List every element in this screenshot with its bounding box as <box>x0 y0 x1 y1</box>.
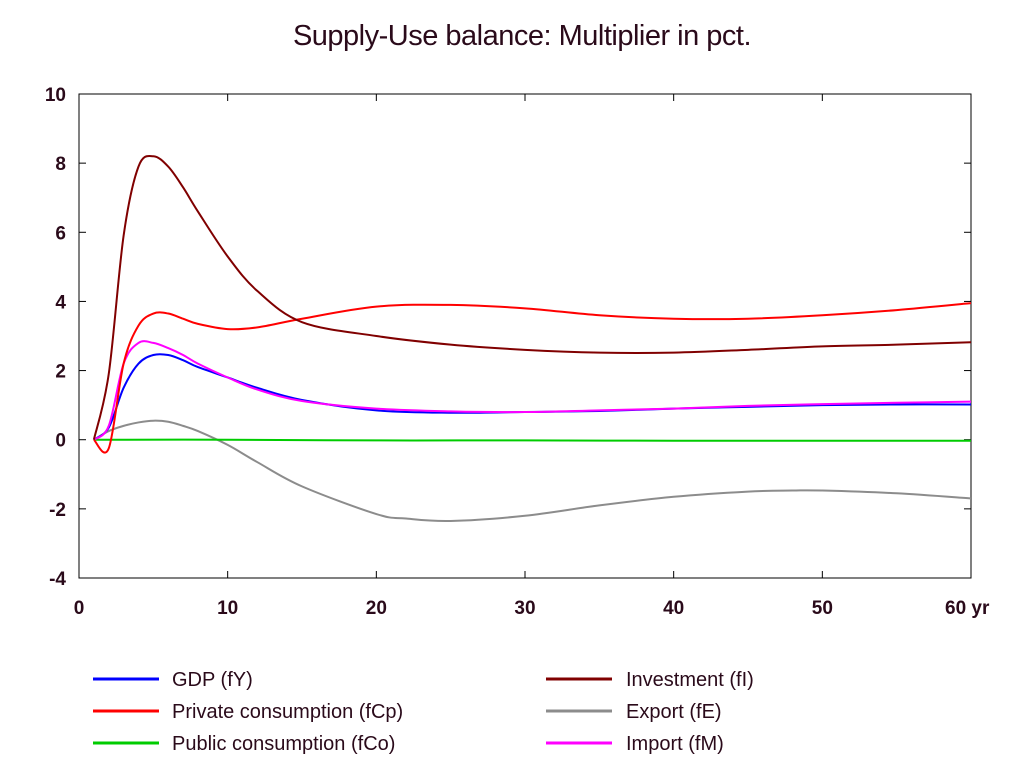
legend-label: Import (fM) <box>626 733 724 755</box>
series-line-0 <box>93 353 972 441</box>
legend: GDP (fY) Private consumption (fCp) Public … <box>93 669 754 755</box>
legend-item: GDP (fY) <box>93 669 253 691</box>
x-tick-label: 30 <box>514 598 535 619</box>
x-tick-label: 0 <box>74 598 85 619</box>
series-line-4 <box>93 419 972 523</box>
legend-label: Investment (fI) <box>626 669 754 691</box>
y-tick-label: 6 <box>55 223 66 244</box>
y-tick-label: -4 <box>49 569 66 590</box>
series-line-5 <box>93 340 972 441</box>
legend-label: Export (fE) <box>626 701 722 723</box>
series-lines <box>92 154 972 523</box>
series-line-1 <box>93 302 972 454</box>
x-tick-label: 40 <box>663 598 684 619</box>
y-tick-label: 4 <box>55 292 66 313</box>
legend-item: Private consumption (fCp) <box>93 701 403 723</box>
legend-item: Public consumption (fCo) <box>93 733 395 755</box>
y-tick-label: -2 <box>49 500 66 521</box>
y-tick-label: 8 <box>55 154 66 175</box>
y-tick-label: 2 <box>55 362 66 383</box>
series-line-3 <box>92 154 972 440</box>
series-line-2 <box>93 438 971 442</box>
legend-label: GDP (fY) <box>172 669 253 691</box>
x-tick-label: 20 <box>366 598 387 619</box>
x-tick-label: 10 <box>217 598 238 619</box>
x-tick-label: 50 <box>812 598 833 619</box>
y-tick-label: 0 <box>55 431 66 452</box>
plot-frame <box>78 93 972 579</box>
legend-label: Public consumption (fCo) <box>172 733 395 755</box>
chart-title: Supply-Use balance: Multiplier in pct. <box>292 20 752 52</box>
legend-item: Investment (fI) <box>546 669 754 691</box>
legend-item: Import (fM) <box>546 733 724 755</box>
legend-label: Private consumption (fCp) <box>172 701 403 723</box>
legend-item: Export (fE) <box>546 701 722 723</box>
y-tick-label: 10 <box>45 85 66 106</box>
x-tick-label: 60 yr <box>945 598 990 619</box>
